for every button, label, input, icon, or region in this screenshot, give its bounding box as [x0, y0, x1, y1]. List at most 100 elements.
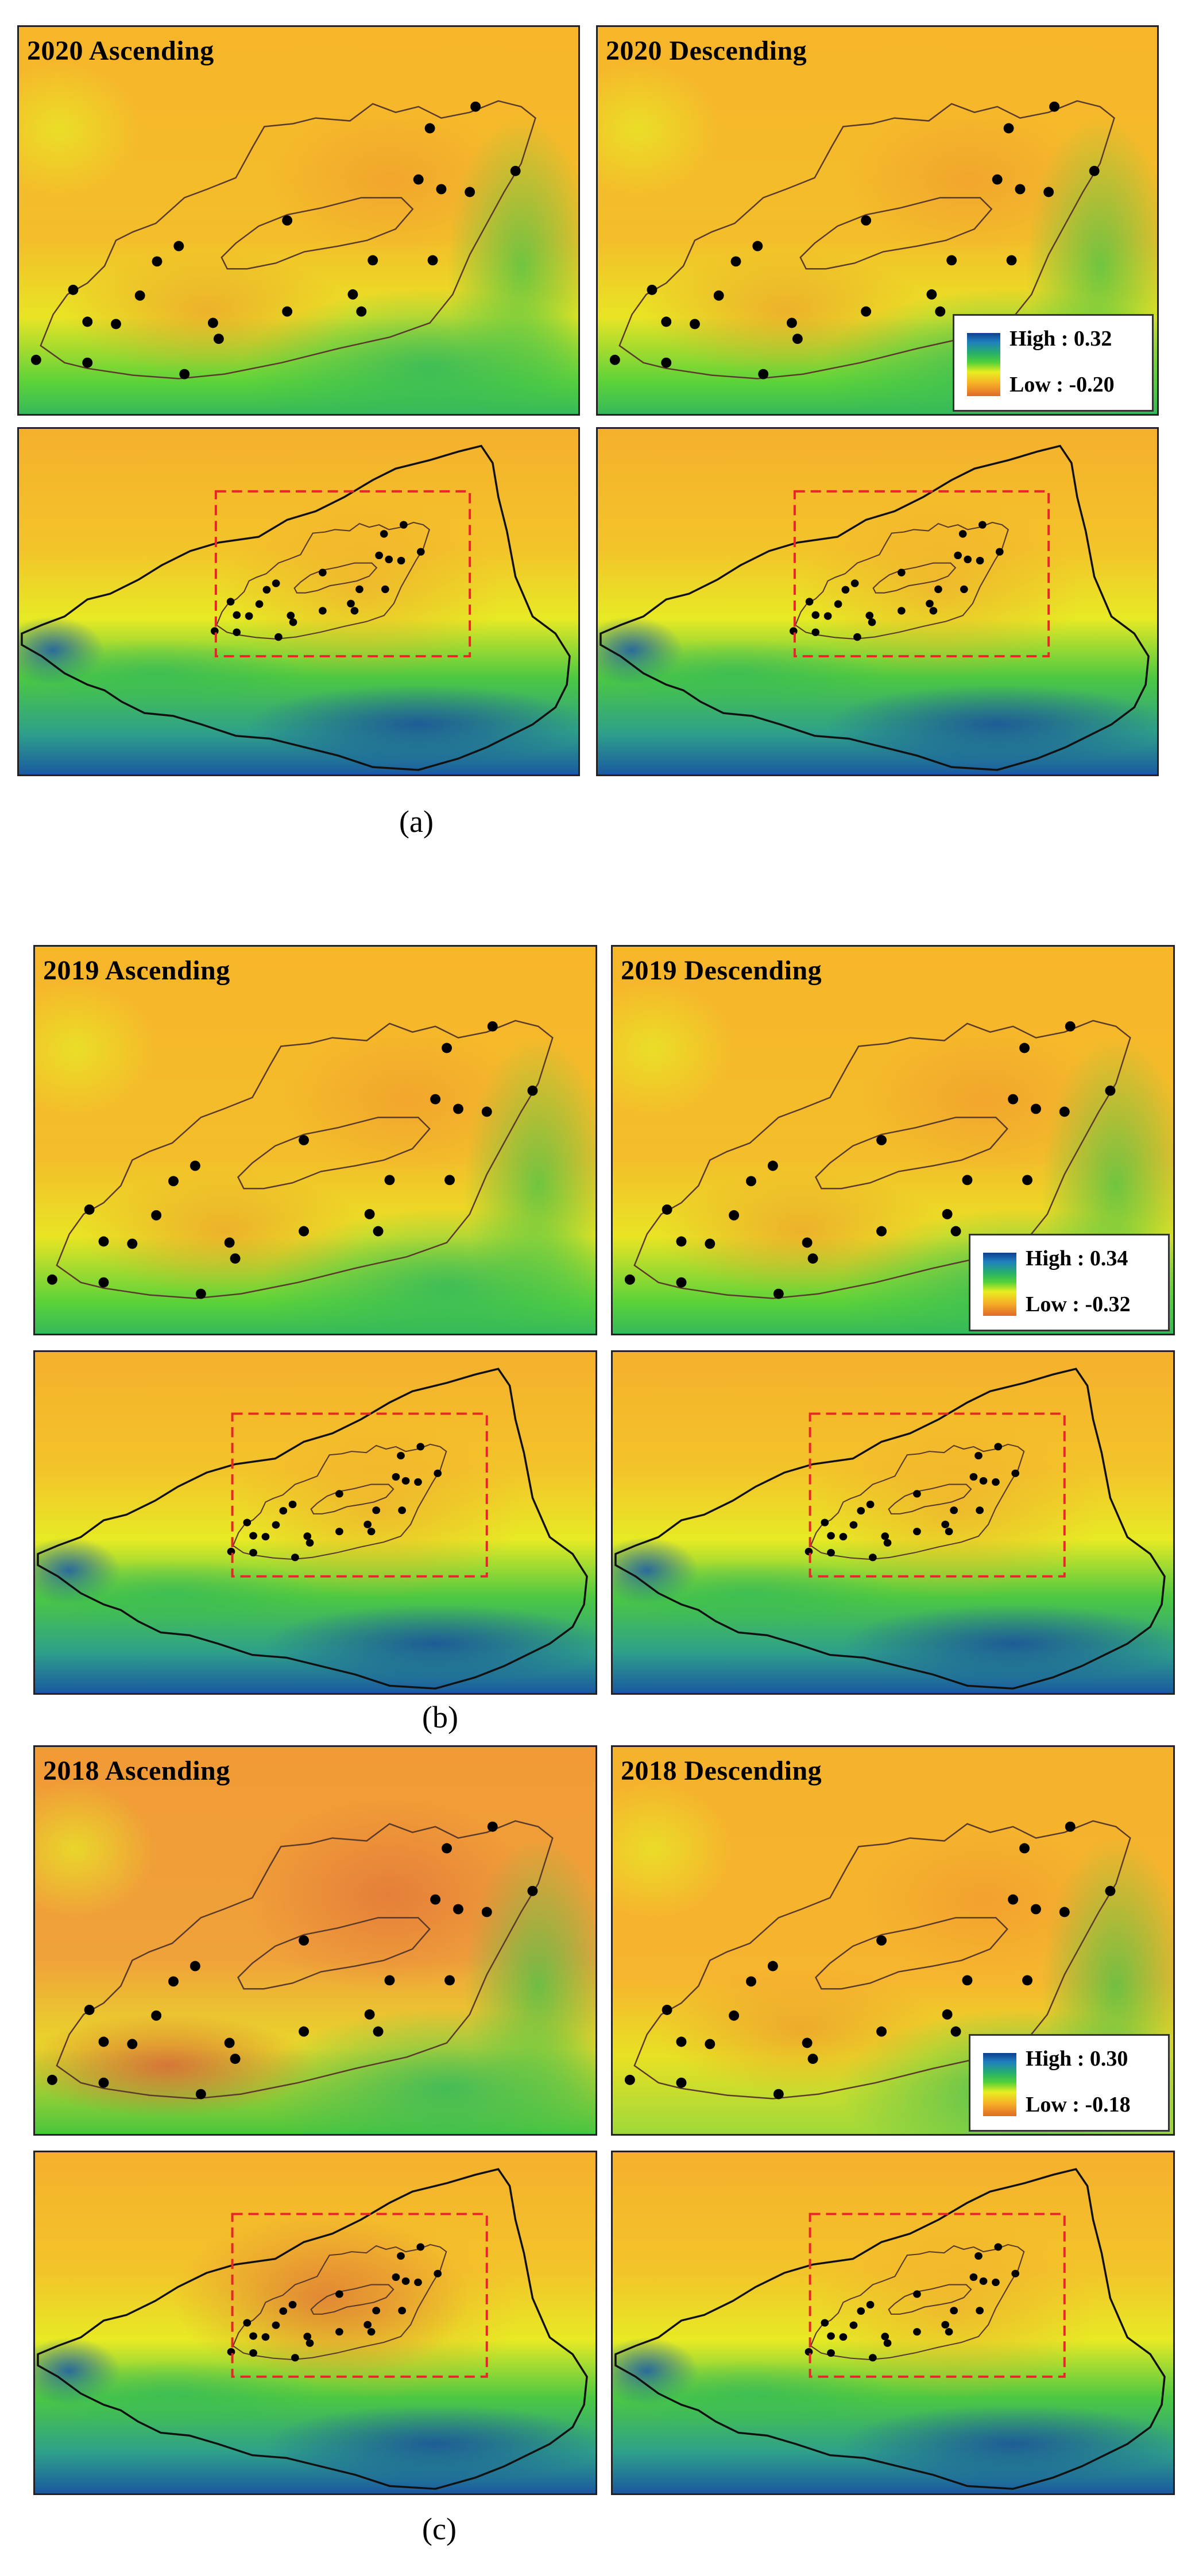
map-2019-descending: 2019 Descending High : 0.34 Low : -0.32	[611, 945, 1175, 1335]
monitoring-point	[373, 2026, 384, 2037]
monitoring-point	[662, 2005, 672, 2015]
monitoring-point	[883, 2339, 892, 2347]
monitoring-point	[151, 2010, 162, 2021]
panel-title: 2018 Descending	[621, 1756, 822, 1786]
map-2020-ascending-overview	[17, 427, 580, 776]
monitoring-point	[227, 2348, 235, 2356]
monitoring-point	[976, 1506, 984, 1514]
monitoring-point	[661, 357, 672, 368]
monitoring-point	[68, 285, 79, 295]
monitoring-point	[1059, 1106, 1070, 1117]
panel-title: 2019 Descending	[621, 955, 822, 986]
monitoring-point	[47, 2074, 57, 2085]
monitoring-point	[713, 290, 724, 301]
monitoring-point	[279, 2307, 288, 2315]
monitoring-point	[962, 1175, 973, 1186]
monitoring-point	[299, 1135, 310, 1145]
monitoring-point	[368, 255, 378, 266]
monitoring-point	[173, 241, 184, 251]
legend-high: High : 0.32	[1010, 327, 1112, 351]
monitoring-point	[1022, 1175, 1033, 1186]
monitoring-point	[946, 255, 957, 266]
legend-high: High : 0.34	[1026, 1246, 1128, 1270]
monitoring-point	[288, 2300, 297, 2309]
monitoring-point	[226, 598, 235, 606]
study-extent-box	[793, 490, 1050, 658]
monitoring-point	[127, 2039, 138, 2050]
monitoring-point	[392, 2273, 400, 2281]
monitoring-point	[233, 611, 241, 619]
monitoring-point	[413, 174, 424, 185]
monitoring-point	[958, 530, 967, 538]
monitoring-point	[1003, 123, 1014, 134]
map-2019-descending-overview	[611, 1350, 1175, 1695]
monitoring-point	[979, 2277, 988, 2285]
map-2020-descending: 2020 Descending High : 0.32 Low : -0.20	[596, 25, 1159, 416]
monitoring-point	[881, 2333, 889, 2341]
study-extent-box	[231, 1412, 488, 1578]
monitoring-point	[381, 585, 389, 594]
monitoring-point	[624, 1274, 635, 1285]
monitoring-point	[282, 306, 293, 317]
monitoring-point	[487, 1821, 498, 1832]
monitoring-point	[397, 2252, 405, 2260]
monitoring-point	[1031, 1103, 1041, 1114]
monitoring-point	[363, 1520, 372, 1528]
monitoring-point	[210, 627, 219, 635]
color-legend: High : 0.34 Low : -0.32	[969, 1234, 1170, 1331]
monitoring-point	[299, 1935, 310, 1946]
monitoring-point	[1022, 1975, 1033, 1986]
monitoring-point	[729, 2010, 740, 2021]
monitoring-point	[430, 1894, 441, 1905]
monitoring-point	[299, 2026, 310, 2037]
monitoring-point	[291, 2354, 299, 2362]
monitoring-point	[865, 611, 874, 619]
monitoring-point	[427, 255, 438, 266]
map-2020-ascending: 2020 Ascending	[17, 25, 580, 416]
monitoring-point	[444, 1975, 455, 1986]
monitoring-point	[98, 1236, 109, 1247]
monitoring-point	[243, 1519, 252, 1527]
color-ramp	[983, 2053, 1016, 2116]
monitoring-point	[945, 1528, 953, 1536]
monitoring-point	[245, 612, 253, 620]
monitoring-point	[397, 1451, 405, 1460]
monitoring-point	[179, 369, 190, 379]
monitoring-point	[941, 2321, 950, 2329]
zoom-map	[613, 1747, 1173, 2134]
monitoring-point	[168, 1176, 179, 1187]
monitoring-point	[305, 1539, 314, 1547]
monitoring-point	[392, 1473, 400, 1481]
monitoring-point	[151, 1210, 162, 1221]
monitoring-point	[288, 1500, 297, 1509]
monitoring-point	[898, 607, 906, 615]
monitoring-point	[319, 568, 327, 576]
figure-caption-a: (a)	[399, 804, 434, 839]
monitoring-point	[47, 1274, 57, 1285]
monitoring-point	[397, 556, 405, 565]
monitoring-point	[954, 551, 962, 560]
monitoring-point	[1011, 2269, 1020, 2277]
monitoring-point	[839, 2333, 848, 2341]
monitoring-point	[98, 2077, 109, 2088]
monitoring-point	[1059, 1907, 1070, 1918]
monitoring-point	[227, 1547, 235, 1556]
monitoring-point	[821, 2319, 829, 2327]
monitoring-point	[950, 1506, 958, 1514]
monitoring-point	[470, 101, 481, 112]
overview-map	[35, 1352, 595, 1693]
monitoring-point	[849, 2321, 858, 2329]
monitoring-point	[823, 612, 832, 620]
monitoring-point	[676, 2036, 687, 2047]
monitoring-point	[367, 2328, 376, 2336]
figure-caption-c: (c)	[422, 2512, 457, 2546]
monitoring-point	[442, 1843, 452, 1854]
monitoring-point	[926, 289, 937, 300]
monitoring-point	[319, 607, 327, 615]
figure-caption-b: (b)	[422, 1700, 458, 1734]
monitoring-point	[767, 1160, 778, 1171]
study-extent-box	[214, 490, 471, 658]
monitoring-point	[876, 1135, 887, 1145]
monitoring-point	[802, 1237, 813, 1248]
monitoring-point	[367, 1528, 376, 1536]
